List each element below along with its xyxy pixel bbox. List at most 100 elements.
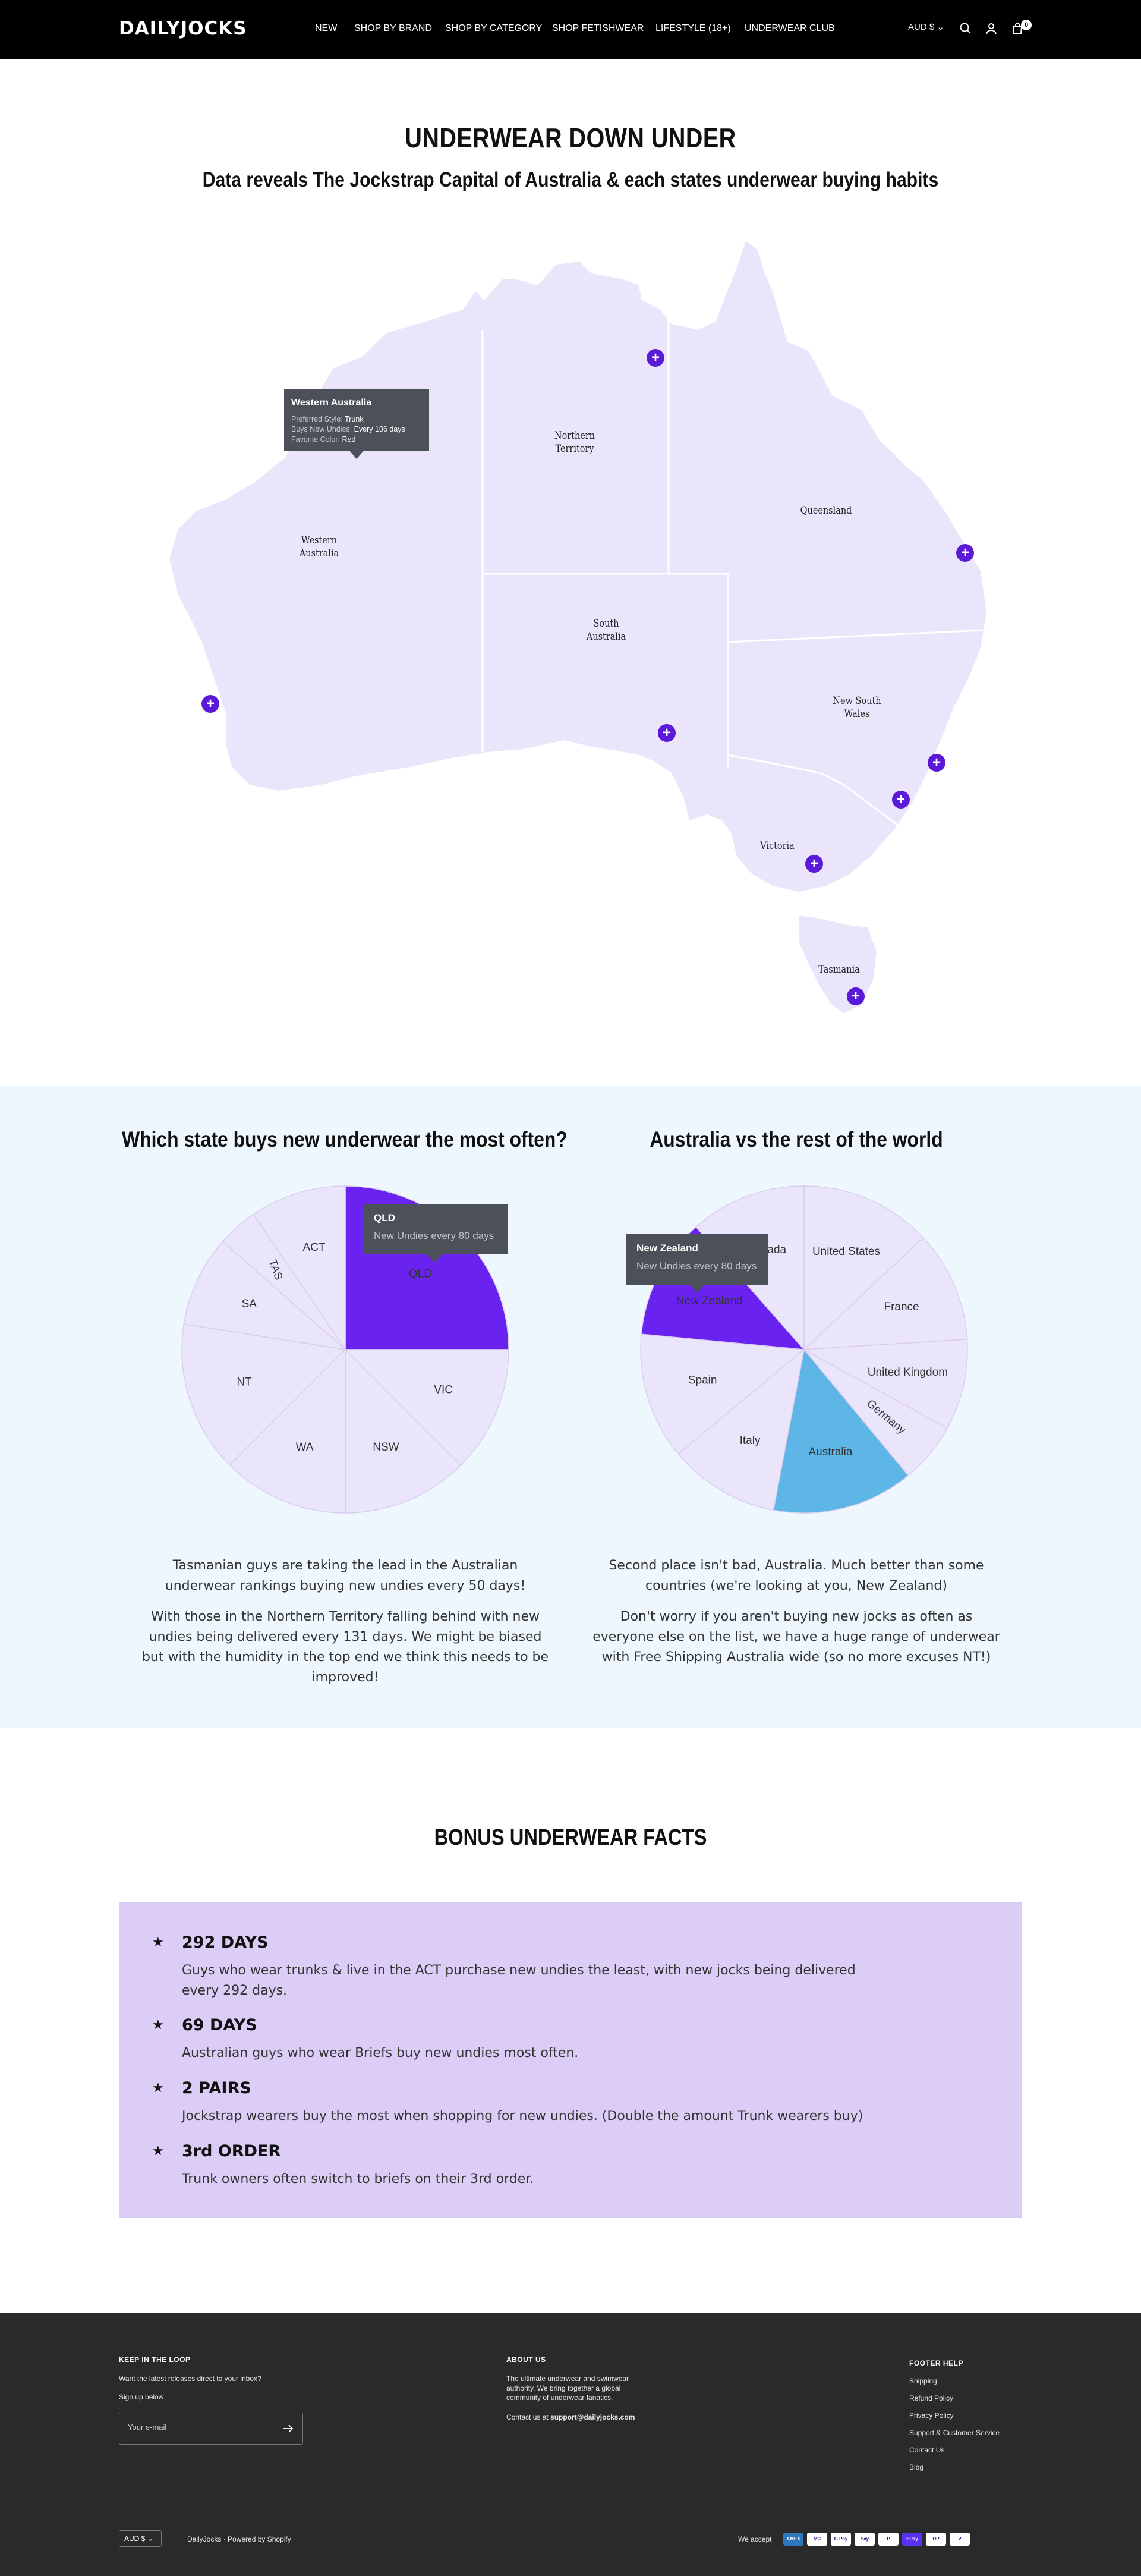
map-label-nt: Northern Territory [540, 429, 610, 455]
email-input[interactable] [128, 2423, 276, 2432]
nav-item-shop-by-category[interactable]: SHOP BY CATEGORY [445, 23, 543, 33]
pie-left-tooltip: QLD New Undies every 80 days [363, 1204, 508, 1263]
footer-about-heading: ABOUT US [506, 2355, 546, 2364]
payment-icon: V [950, 2533, 970, 2546]
footer-loop-heading: KEEP IN THE LOOP [119, 2355, 191, 2364]
map-marker-qld[interactable]: + [956, 544, 974, 562]
payment-icon: P [878, 2533, 899, 2546]
pie-label-sa: SA [242, 1298, 257, 1310]
pie-slice-united-states[interactable] [803, 1185, 924, 1351]
map-marker-nt[interactable]: + [647, 349, 664, 367]
nav-item-shop-by-brand[interactable]: SHOP BY BRAND [354, 23, 433, 33]
tooltip-label: Buys New Undies: [291, 425, 352, 433]
search-icon[interactable] [959, 21, 973, 36]
pie-slice-sa[interactable] [183, 1241, 347, 1351]
bonus-title: BONUS UNDERWEAR FACTS [434, 1825, 707, 1850]
pie-slice-united-kingdom[interactable] [802, 1338, 968, 1429]
pie-label-wa: WA [296, 1441, 314, 1454]
fact-text: Jockstrap wearers buy the most when shop… [182, 2109, 863, 2124]
map-label-tas: Tasmania [804, 963, 875, 976]
pie-label-united-kingdom: United Kingdom [868, 1366, 948, 1379]
tooltip-value: Red [342, 435, 356, 444]
pie-label-nsw: NSW [373, 1441, 399, 1454]
payment-icon: Pay [855, 2533, 875, 2546]
site-logo[interactable]: DAILYJOCKS [119, 18, 247, 39]
footer-currency-selector[interactable]: AUD $ ⌄ [119, 2530, 162, 2547]
pie-label-united-states: United States [812, 1245, 880, 1258]
footer-link-support[interactable]: Support & Customer Service [909, 2429, 1000, 2437]
map-label-nt-line1: Northern [554, 430, 595, 442]
arrow-right-icon[interactable] [282, 2423, 294, 2435]
pie-slice-act[interactable] [253, 1185, 346, 1351]
chevron-down-icon: ⌄ [937, 22, 944, 32]
footer-copyright: DailyJocks · Powered by Shopify [187, 2535, 291, 2543]
we-accept-label: We accept [738, 2535, 772, 2543]
pie-label-france: France [884, 1301, 919, 1313]
account-icon[interactable] [984, 21, 998, 36]
pie-slice-vic[interactable] [344, 1349, 509, 1466]
map-tooltip-row: Preferred Style: Trunk [291, 414, 422, 424]
fact-text: Australian guys who wear Briefs buy new … [182, 2046, 579, 2061]
nav-item-new[interactable]: NEW [315, 23, 338, 33]
currency-selector[interactable]: AUD $ ⌄ [908, 21, 944, 32]
map-marker-sa[interactable]: + [658, 724, 676, 742]
cart-icon[interactable] [1010, 21, 1025, 36]
star-icon: ★ [152, 1935, 164, 1949]
site-header: DAILYJOCKS NEW SHOP BY BRAND SHOP BY CAT… [0, 0, 1141, 59]
pie-left-tooltip-text: New Undies every 80 days [374, 1230, 494, 1241]
pie-slice-italy[interactable] [677, 1348, 805, 1511]
footer-link-shipping[interactable]: Shipping [909, 2377, 937, 2385]
star-icon: ★ [152, 2143, 164, 2158]
footer-link-contact[interactable]: Contact Us [909, 2446, 945, 2454]
fact-title: 69 DAYS [182, 2016, 257, 2034]
nav-item-lifestyle[interactable]: LIFESTYLE (18+) [655, 23, 731, 33]
page-subtitle: Data reveals The Jockstrap Capital of Au… [202, 168, 939, 191]
footer-powered[interactable]: Powered by Shopify [228, 2535, 291, 2543]
star-icon: ★ [152, 2017, 164, 2032]
fact-title: 2 PAIRS [182, 2079, 251, 2097]
map-label-qld-line1: Queensland [800, 505, 852, 517]
map-label-vic-line1: Victoria [760, 840, 795, 852]
pie-label-qld: QLD [409, 1268, 432, 1281]
footer-signup-text: Sign up below [119, 2393, 164, 2401]
fact-title: 3rd ORDER [182, 2142, 281, 2160]
pie-slice-australia[interactable] [773, 1348, 909, 1514]
fact-text: Guys who wear trunks & live in the ACT p… [182, 1963, 856, 1998]
payment-icon: G Pay [831, 2533, 851, 2546]
footer-loop-text: Want the latest releases direct to your … [119, 2374, 261, 2383]
page-title: UNDERWEAR DOWN UNDER [405, 122, 736, 153]
pie-right-paragraph-2: Don't worry if you aren't buying new joc… [592, 1609, 1000, 1665]
footer-link-privacy[interactable]: Privacy Policy [909, 2411, 954, 2420]
pie-slice-wa[interactable] [229, 1348, 346, 1514]
map-marker-vic[interactable]: + [805, 855, 823, 873]
nav-item-shop-fetishwear[interactable]: SHOP FETISHWEAR [552, 23, 644, 33]
footer-about-text: The ultimate underwear and swimwear auth… [506, 2374, 629, 2402]
nav-item-underwear-club[interactable]: UNDERWEAR CLUB [745, 23, 835, 33]
pie-slice-spain[interactable] [640, 1333, 805, 1455]
pie-right-tooltip-text: New Undies every 80 days [636, 1260, 757, 1272]
footer-link-refund[interactable]: Refund Policy [909, 2394, 954, 2402]
payment-icon: AMEX [783, 2533, 803, 2546]
pie-right-tooltip: New Zealand New Undies every 80 days [626, 1234, 768, 1293]
pie-slice-france[interactable] [802, 1237, 968, 1350]
map-label-vic: Victoria [742, 839, 813, 853]
pie-label-italy: Italy [740, 1435, 761, 1447]
map-label-sa: South Australia [571, 617, 642, 643]
tooltip-label: Preferred Style: [291, 415, 343, 423]
pie-left-title: Which state buys new underwear the most … [122, 1127, 568, 1152]
map-marker-tas[interactable]: + [847, 987, 865, 1005]
map-marker-wa[interactable]: + [201, 695, 219, 713]
map-tooltip: Western Australia Preferred Style: Trunk… [284, 389, 429, 459]
map-mainland [169, 241, 986, 892]
map-marker-nsw-north[interactable]: + [928, 754, 945, 772]
fact-text: Trunk owners often switch to briefs on t… [182, 2172, 534, 2187]
map-marker-nsw[interactable]: + [892, 791, 910, 809]
footer-link-blog[interactable]: Blog [909, 2463, 924, 2471]
pie-slice-nsw[interactable] [345, 1348, 462, 1514]
pie-right-title: Australia vs the rest of the world [650, 1127, 943, 1152]
pie-label-nt: NT [237, 1376, 252, 1388]
pie-slice-nt[interactable] [181, 1323, 346, 1466]
map-label-wa: Western Australia [284, 534, 355, 560]
footer-contact-email[interactable]: support@dailyjocks.com [550, 2413, 635, 2421]
